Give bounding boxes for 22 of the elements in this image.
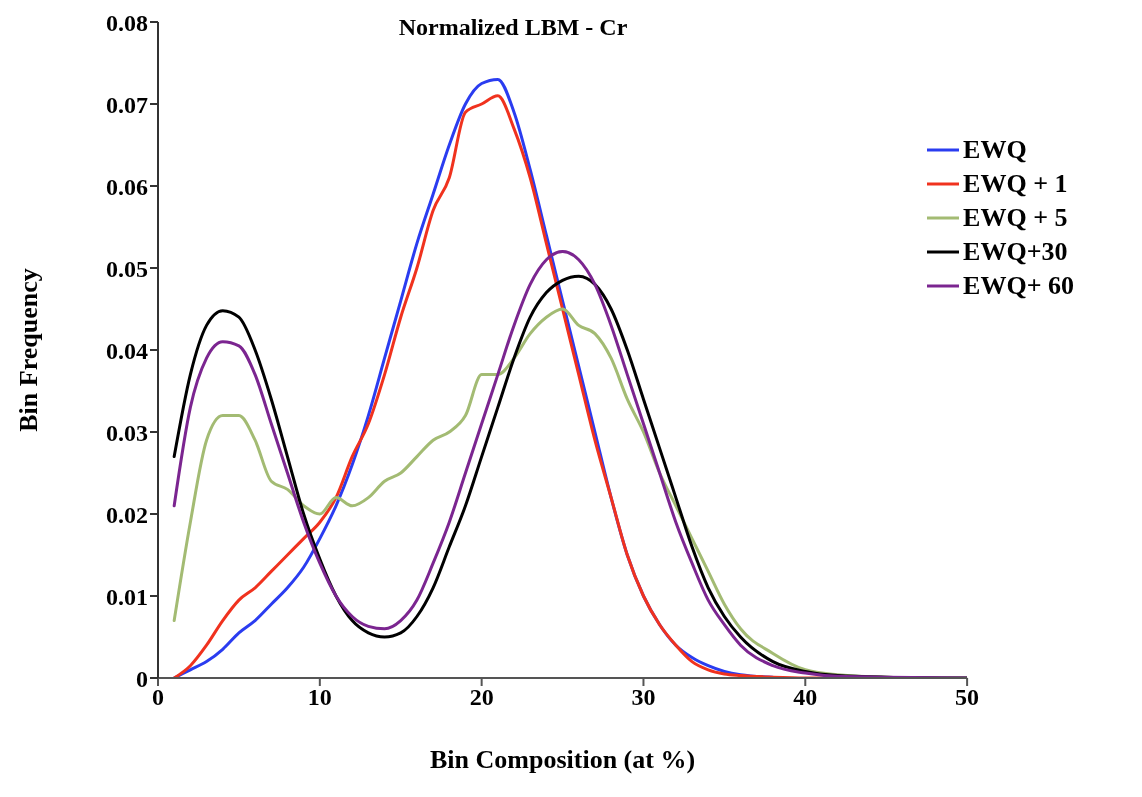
x-axis-title: Bin Composition (at %) [430, 745, 696, 774]
x-tick-label: 40 [793, 684, 818, 711]
x-tick-label: 30 [631, 684, 656, 711]
y-tick-label: 0.03 [106, 419, 148, 446]
x-tick-label: 10 [307, 684, 332, 711]
legend-label: EWQ+ 60 [963, 270, 1074, 302]
y-tick-label: 0.01 [106, 583, 148, 610]
y-axis-title: Bin Frequency [14, 268, 44, 432]
y-tick-label: 0.08 [106, 9, 148, 36]
y-tick-label: 0.07 [106, 91, 148, 118]
y-tick-label: 0 [136, 665, 148, 692]
legend-label: EWQ + 5 [963, 202, 1068, 234]
legend-label: EWQ [963, 134, 1027, 166]
y-tick-label: 0.04 [106, 337, 148, 364]
y-tick-label: 0.02 [106, 501, 148, 528]
x-tick-label: 20 [469, 684, 494, 711]
legend-label: EWQ+30 [963, 236, 1068, 268]
legend-label: EWQ + 1 [963, 168, 1068, 200]
x-tick-label: 50 [955, 684, 980, 711]
chart-title: Normalized LBM - Cr [397, 14, 629, 41]
y-tick-label: 0.06 [106, 173, 148, 200]
y-tick-label: 0.05 [106, 255, 148, 282]
